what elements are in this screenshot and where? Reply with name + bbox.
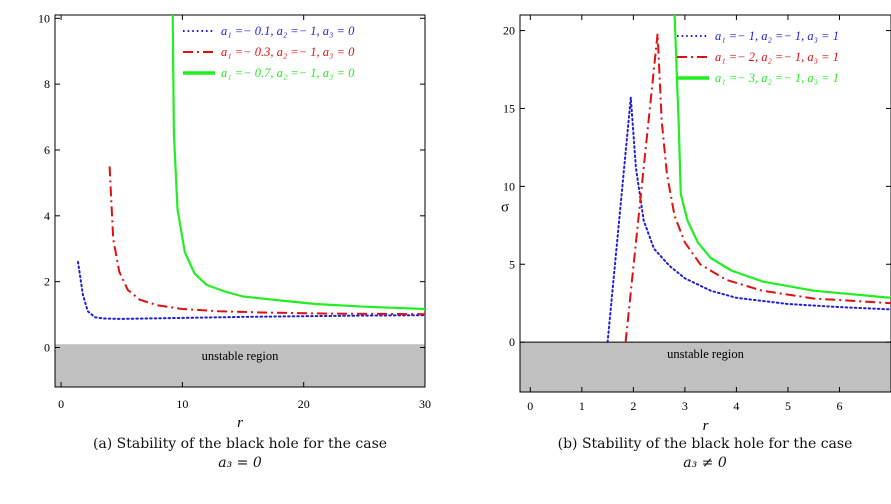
x-tick-label: 5 <box>785 399 791 413</box>
unstable-region <box>55 344 425 387</box>
y-tick-label: 6 <box>44 143 50 157</box>
legend-label-2: a₁ =− 0.3, a₂ =− 1, a₃ = 0 <box>221 45 355 59</box>
y-tick-label: 10 <box>503 179 515 193</box>
caption-a: (a) Stability of the black hole for the … <box>55 435 425 473</box>
caption-a-math: a₃ = 0 <box>218 455 262 471</box>
x-axis-label: r <box>703 418 709 434</box>
x-tick-label: 30 <box>419 397 431 411</box>
y-tick-label: 2 <box>44 275 50 289</box>
series-line-1 <box>77 260 425 320</box>
x-tick-label: 0 <box>527 399 533 413</box>
x-axis-label: r <box>237 415 243 431</box>
plot-frame <box>519 14 891 393</box>
legend-label-1: a₁ =− 1, a₂ =− 1, a₃ = 1 <box>715 29 839 43</box>
legend-label-1: a₁ =− 0.1, a₂ =− 1, a₃ = 0 <box>221 24 355 38</box>
chart-b: unstable region 0 1 2 3 4 5 6 0 5 10 15 20 r σ a₁ =− 1,… <box>501 14 891 434</box>
caption-b: (b) Stability of the black hole for the … <box>520 435 890 473</box>
y-tick-label: 5 <box>509 257 515 271</box>
x-tick-label: 10 <box>176 397 188 411</box>
legend-label-3: a₁ =− 0.7, a₂ =− 1, a₃ = 0 <box>221 66 355 80</box>
series-group <box>606 15 891 344</box>
legend-label-2: a₁ =− 2, a₂ =− 1, a₃ = 1 <box>715 50 839 64</box>
unstable-region-label: unstable region <box>202 349 279 363</box>
y-axis-label: σ <box>501 200 509 216</box>
x-tick-label: 20 <box>298 397 310 411</box>
series-line-3 <box>171 15 425 311</box>
y-tick-label: 0 <box>509 335 515 349</box>
x-tick-label: 1 <box>579 399 585 413</box>
series-group <box>77 15 425 320</box>
unstable-region <box>520 342 891 392</box>
legend: a₁ =− 0.1, a₂ =− 1, a₃ = 0 a₁ =− 0.3, a₂ … <box>183 24 355 80</box>
series-line-2 <box>108 166 425 316</box>
caption-b-math: a₃ ≠ 0 <box>683 455 727 471</box>
legend-label-3: a₁ =− 3, a₂ =− 1, a₃ = 1 <box>715 71 839 85</box>
unstable-region-label: unstable region <box>667 347 744 361</box>
y-tick-label: 20 <box>503 24 515 38</box>
y-tick-label: 8 <box>44 77 50 91</box>
plot-frame <box>54 14 426 388</box>
chart-a: unstable region 0 10 20 30 0 2 4 6 8 10 r a₁ =− 0.1,… <box>38 11 431 431</box>
y-tick-label: 0 <box>44 340 50 354</box>
x-tick-label: 2 <box>630 399 636 413</box>
y-tick-label: 4 <box>44 209 50 223</box>
x-tick-label: 6 <box>836 399 842 413</box>
caption-b-text: (b) Stability of the black hole for the … <box>557 436 853 452</box>
x-tick-label: 3 <box>682 399 688 413</box>
caption-a-text: (a) Stability of the black hole for the … <box>92 436 388 452</box>
series-line-1 <box>606 96 891 344</box>
series-line-3 <box>673 15 891 299</box>
x-tick-label: 4 <box>733 399 739 413</box>
legend: a₁ =− 1, a₂ =− 1, a₃ = 1 a₁ =− 2, a₂ =− 1… <box>677 29 839 85</box>
series-line-2 <box>624 32 891 343</box>
y-tick-label: 15 <box>503 101 515 115</box>
x-tick-label: 0 <box>58 397 64 411</box>
y-tick-label: 10 <box>38 11 50 25</box>
